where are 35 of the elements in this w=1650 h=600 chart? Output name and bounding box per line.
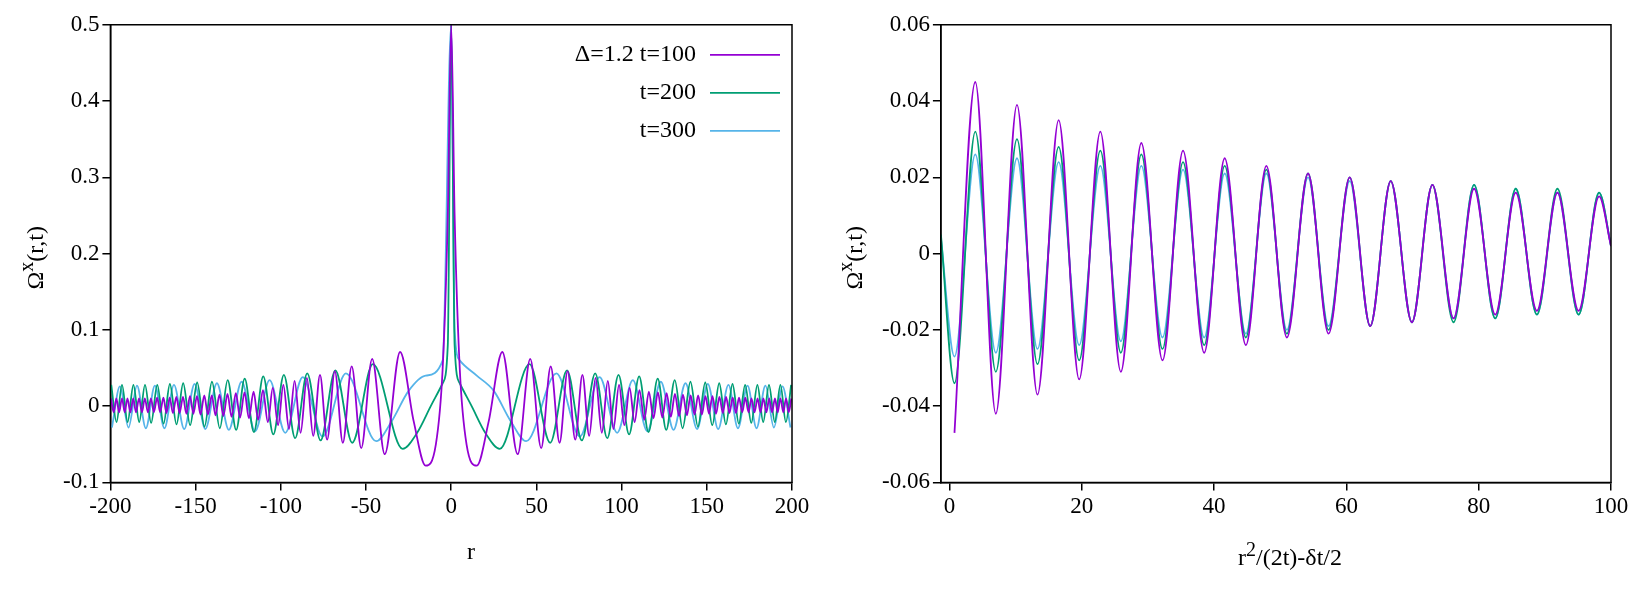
legend-label: t=200 bbox=[639, 78, 696, 105]
y-tick-label: -0.04 bbox=[881, 392, 931, 418]
x-tick-label: 0 bbox=[943, 493, 956, 519]
y-tick-label: 0.1 bbox=[70, 315, 100, 341]
x-tick-label: 100 bbox=[1593, 493, 1629, 519]
y-tick-label: 0.4 bbox=[70, 87, 100, 113]
y-tick-label: 0.2 bbox=[70, 239, 100, 265]
x-tick-label: -100 bbox=[259, 493, 302, 519]
x-tick-label: 20 bbox=[1070, 493, 1094, 519]
x-axis-title: r$^{2}$/(2t)-δt/2 bbox=[1237, 538, 1343, 571]
y-tick-label: 0.04 bbox=[889, 87, 931, 113]
x-tick-label: 150 bbox=[689, 493, 725, 519]
x-tick-label: 40 bbox=[1202, 493, 1226, 519]
y-tick-label: 0 bbox=[918, 239, 930, 265]
y-tick-label: 0.5 bbox=[70, 10, 100, 36]
legend-label: t=300 bbox=[639, 116, 696, 143]
x-tick-label: -200 bbox=[89, 493, 132, 519]
x-tick-label: 200 bbox=[774, 493, 810, 519]
y-tick-label: 0.3 bbox=[70, 163, 100, 189]
y-tick-label: 0.06 bbox=[889, 10, 930, 36]
x-tick-label: 60 bbox=[1334, 493, 1358, 519]
line-series bbox=[953, 81, 1611, 434]
x-tick-label: 0 bbox=[445, 493, 457, 519]
y-tick-label: 0 bbox=[87, 392, 100, 418]
x-tick-label: 50 bbox=[524, 493, 548, 519]
x-tick-label: 100 bbox=[604, 493, 639, 519]
y-tick-label: -0.02 bbox=[881, 315, 930, 341]
y-tick-label: -0.1 bbox=[62, 468, 100, 494]
x-tick-label: 80 bbox=[1467, 493, 1491, 519]
y-tick-label: -0.06 bbox=[881, 468, 930, 494]
legend-label: Δ=1.2 t=100 bbox=[574, 40, 696, 67]
x-tick-label: -50 bbox=[350, 493, 382, 519]
y-tick-label: 0.02 bbox=[889, 163, 930, 189]
x-tick-label: -150 bbox=[174, 493, 217, 519]
x-axis-title: r bbox=[466, 538, 476, 565]
